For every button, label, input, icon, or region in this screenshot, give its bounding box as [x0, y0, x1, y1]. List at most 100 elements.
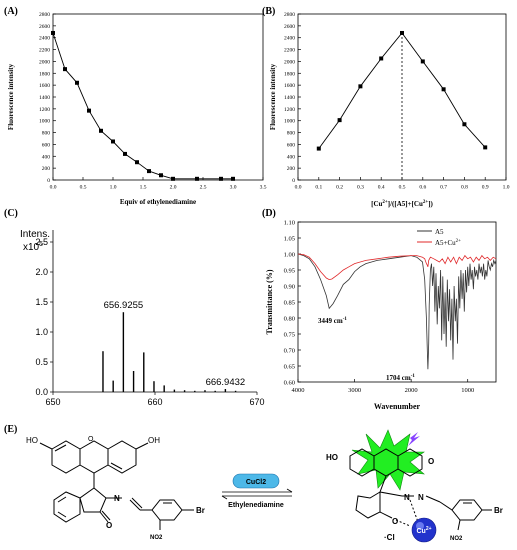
panel-a-plot: [51, 30, 235, 181]
copper-highlight: [416, 522, 424, 530]
a-series-point: [123, 151, 127, 156]
label-n1-right: N: [404, 493, 410, 502]
y-tick-label: 2.5: [35, 237, 48, 247]
x-tick-label: 0.1: [315, 185, 322, 191]
y-tick-label: 400: [42, 154, 51, 160]
y-tick-label: 0.5: [35, 357, 48, 367]
ir-series-1: [297, 253, 497, 281]
y-tick-label: 2200: [284, 48, 295, 54]
panel-c-ytitle: Intens.: [20, 229, 50, 240]
bond: [57, 496, 67, 503]
lactam-ring: [79, 487, 107, 513]
y-tick-label: 200: [42, 166, 51, 172]
label-o-carbonyl: O: [106, 521, 112, 530]
reagent-reverse: Ethylenediamine: [228, 502, 284, 509]
x-tick-label: 0.3: [357, 185, 364, 191]
x-tick-label: 2.5: [200, 185, 207, 191]
a-series-point: [51, 30, 55, 35]
x-tick-label: 1.5: [140, 185, 147, 191]
panel-b-y-axis: 0 200 400 600 800 1000 1200 1400 1600 1800 2000 220…: [284, 12, 301, 184]
panel-a-x-axis: 0.0 0.5 1.0 1.5 2.0 2.5 3.0 3.5: [50, 177, 267, 191]
x-tick-label: 1.0: [503, 185, 510, 191]
ring-center: [79, 440, 109, 474]
b-series-point: [358, 84, 363, 89]
b-series-point: [400, 30, 404, 35]
b-series-point: [462, 122, 467, 127]
y-tick-label: 0.90: [284, 284, 295, 291]
c-ring-right: [397, 448, 423, 477]
panel-b-ylabel: Fluorescence intensity: [269, 63, 277, 130]
y-tick-label: 800: [42, 131, 51, 137]
panel-d-plot: [297, 253, 497, 370]
arrow-reverse-head: [221, 495, 228, 500]
label-o-coord: O: [392, 517, 398, 526]
annotation-1704: 1704 cm-1: [386, 374, 415, 382]
bond: [57, 511, 67, 518]
panel-d-label: (D): [262, 208, 276, 219]
bond: [439, 501, 453, 511]
y-tick-label: 0.65: [284, 364, 295, 371]
x-tick-label: 1.0: [110, 185, 117, 191]
bond: [131, 497, 143, 509]
y-tick-label: 1800: [284, 71, 295, 77]
y-tick-label: 1.10: [284, 220, 295, 227]
y-tick-label: 1.00: [284, 252, 295, 259]
label-o-quinone: O: [428, 457, 434, 466]
panel-a-frame: [52, 13, 264, 181]
panel-b-x-axis: 0.0 0.1 0.2 0.3 0.4 0.5 0.6 0.7 0.8 0.9 1.0: [295, 177, 510, 191]
ring-left: [51, 440, 81, 474]
bond: [135, 442, 149, 450]
x-tick-label: 2.0: [170, 185, 177, 191]
x-tick-label: 0.7: [440, 185, 447, 191]
panel-e-label: (E): [4, 424, 17, 435]
x-tick-label: 0.4: [378, 185, 385, 191]
y-tick-label: 1400: [284, 95, 295, 101]
panel-a-y-axis: 0 200 400 600 800 1000 1200 1400 1600 1800 2000 220…: [39, 12, 56, 184]
b-series-point: [441, 87, 446, 92]
ir-series-0: [297, 253, 497, 370]
a-series-point: [171, 176, 175, 181]
bond: [379, 491, 403, 497]
x-tick-label: 0.6: [419, 185, 426, 191]
bond: [379, 511, 393, 519]
panel-b: (B) 0 200 400 600 800 1000 1200 1400 1600 1800 200…: [262, 6, 510, 208]
a-series-point: [111, 139, 115, 144]
y-tick-label: 1.05: [284, 236, 295, 243]
panel-c-exponent: x105: [23, 241, 43, 253]
a-series-point: [195, 176, 199, 181]
x-tick-label: 0.5: [399, 185, 406, 191]
y-tick-label: 1600: [284, 83, 295, 89]
label-cu: Cu2+: [416, 526, 431, 535]
x-tick-label: 1000: [461, 387, 474, 394]
panel-c-y-axis: 0.0 0.5 1.0 1.5 2.0 2.5: [35, 237, 53, 397]
b-series-point: [483, 145, 488, 150]
y-tick-label: 0.80: [284, 316, 295, 323]
x-tick-label: 4000: [292, 387, 305, 394]
panel-d: (D) 0.60 0.65 0.70 0.75 0.80 0.85 0.90 0.95 1.00…: [262, 208, 497, 411]
y-tick-label: 1000: [39, 119, 50, 125]
label-cl: ·Cl: [384, 533, 395, 542]
y-tick-label: 2400: [284, 36, 295, 42]
bond: [379, 475, 387, 493]
panel-a: (A) 0 200 400 600 800 1000 1200 1400 1600 1800 200…: [4, 6, 267, 206]
y-tick-label: 1200: [39, 107, 50, 113]
y-tick-label: 2600: [284, 24, 295, 30]
x-tick-label: 670: [249, 397, 264, 407]
panel-d-ylabel: Transmittance (%): [265, 269, 274, 334]
panel-b-xlabel: [Cu2+]/([A5]+[Cu2+]): [371, 200, 433, 208]
y-tick-label: 0.0: [35, 387, 48, 397]
x-tick-label: 650: [45, 397, 60, 407]
y-tick-label: 0.70: [284, 348, 295, 355]
label-br-left: Br: [196, 506, 205, 515]
y-tick-label: 1800: [39, 71, 50, 77]
reaction-arrows: CuCl2 Ethylenediamine: [221, 473, 293, 509]
y-tick-label: 0: [292, 178, 295, 184]
a-series-point: [147, 169, 151, 174]
panel-d-x-axis: 4000 3000 2000 1000: [292, 379, 474, 394]
y-tick-label: 2800: [39, 12, 50, 18]
panel-b-label: (B): [262, 6, 275, 17]
molecule-a5-cu-complex: Cu2+ HO O N N O ·Cl Br NO2: [326, 429, 503, 543]
bond: [54, 444, 67, 452]
x-tick-label: 3.5: [260, 185, 267, 191]
